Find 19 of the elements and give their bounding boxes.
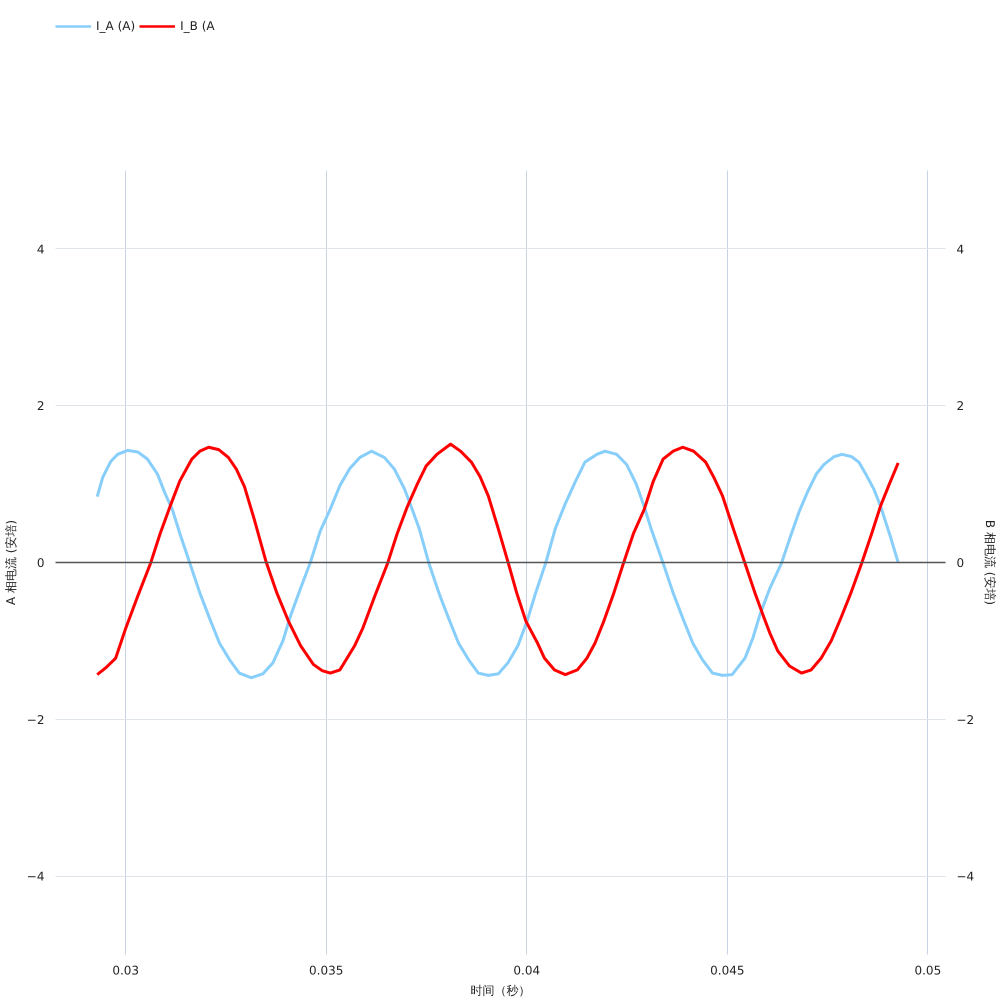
x-tick-label: 0.03 [112,964,140,978]
x-axis-title: 时间（秒） [470,984,530,998]
x-tick-label: 0.04 [513,964,540,978]
y-tick-label: −2 [26,712,45,727]
y2-tick-label: 0 [956,556,964,570]
x-tick-label: 0.045 [710,964,744,978]
y2-axis-title: B 相电流 (安培) [983,520,998,606]
y2-tick-label: −2 [956,712,974,727]
y-tick-label: 4 [36,242,45,256]
y2-tick-label: 2 [956,399,964,414]
y-tick-label: 0 [36,556,45,570]
y-tick-label: −4 [26,870,45,884]
x-tick-label: 0.05 [914,964,942,978]
y-tick-label: 2 [36,399,45,414]
y2-tick-label: −4 [956,870,974,884]
x-tick-label: 0.035 [309,964,344,978]
y2-tick-label: 4 [956,242,964,256]
y-axis-title: A 相电流 (安培) [4,520,18,606]
legend-label: I_A (A) [96,19,136,33]
